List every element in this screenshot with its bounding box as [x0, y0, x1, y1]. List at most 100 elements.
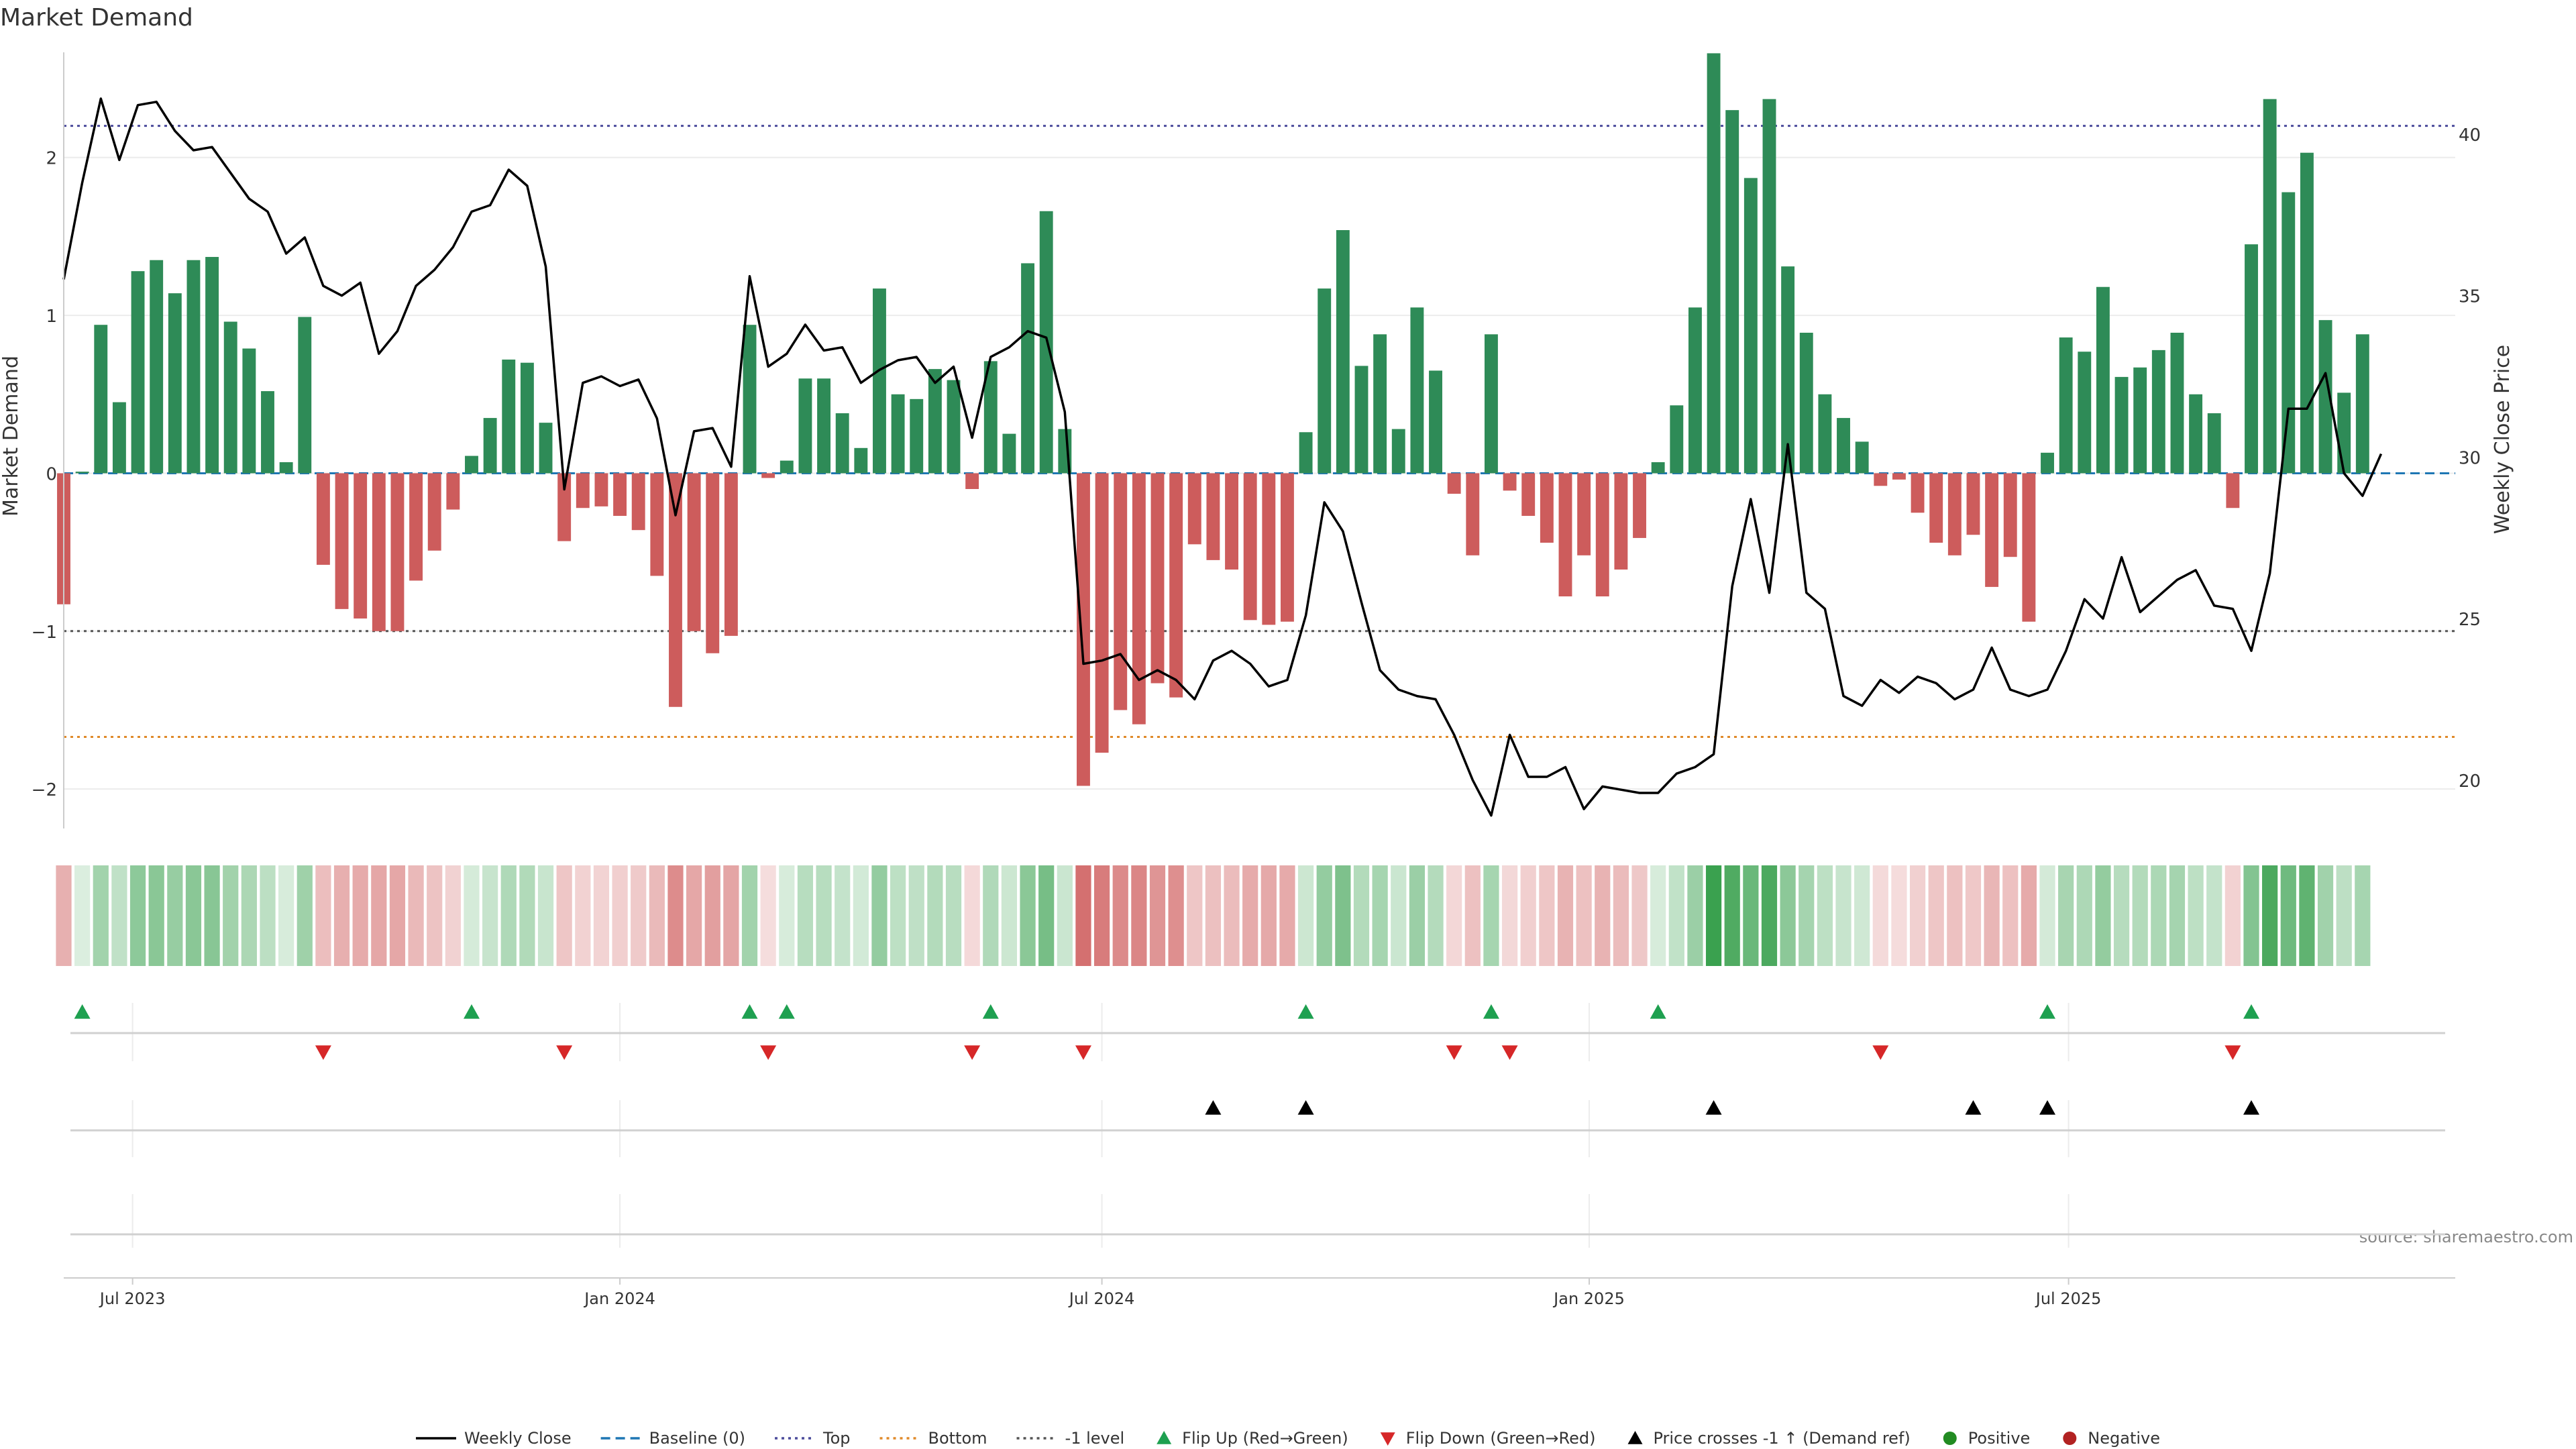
heat-cell [741, 865, 758, 966]
demand-bar [1095, 473, 1109, 753]
flip-up-marker [2243, 1004, 2260, 1019]
heat-cell [1668, 865, 1684, 966]
demand-bar [854, 447, 868, 474]
demand-bar [650, 473, 664, 576]
demand-bar [780, 460, 794, 474]
legend-swatch-circle [2063, 1432, 2077, 1445]
demand-bar [2096, 286, 2110, 474]
price-cross-marker [2039, 1100, 2056, 1115]
demand-heat-strip [56, 865, 2371, 966]
heat-cell [427, 865, 443, 966]
legend-label: Positive [1968, 1429, 2031, 1448]
heat-cell [556, 865, 572, 966]
demand-bar [2189, 394, 2203, 474]
heat-cell [148, 865, 164, 966]
demand-bar [1670, 405, 1684, 474]
heat-cell [1817, 865, 1833, 966]
demand-bar [1558, 473, 1572, 597]
demand-bar [1633, 473, 1646, 538]
demand-bar [1947, 473, 1962, 555]
demand-bar [1725, 110, 1739, 474]
heat-cell [1057, 865, 1073, 966]
demand-bar [594, 473, 608, 506]
heat-cell [2113, 865, 2130, 966]
heat-cell [1483, 865, 1499, 966]
heat-cell [1631, 865, 1648, 966]
legend-label: Baseline (0) [649, 1429, 745, 1448]
heat-cell [1687, 865, 1703, 966]
demand-bar [1262, 473, 1276, 625]
demand-bar [242, 348, 256, 474]
demand-bar [1466, 473, 1480, 555]
heat-cell [2280, 865, 2296, 966]
heat-cell [1316, 865, 1332, 966]
y-axis-left-label: Market Demand [0, 356, 23, 517]
heat-cell [1909, 865, 1926, 966]
demand-bar [279, 462, 293, 474]
demand-bar [743, 325, 757, 474]
price-cross-marker [1965, 1100, 1982, 1115]
heat-cell [2188, 865, 2204, 966]
demand-bar [150, 260, 164, 474]
heat-cell [1595, 865, 1611, 966]
legend-label: Flip Down (Green→Red) [1406, 1429, 1596, 1448]
y-right-tick-label: 30 [2459, 448, 2481, 468]
legend-swatch-circle [1943, 1432, 1957, 1445]
flip-down-marker [1872, 1045, 1889, 1060]
flip-down-marker [1501, 1045, 1518, 1060]
heat-cell [1242, 865, 1258, 966]
y-left-tick-label: 1 [46, 307, 57, 327]
demand-bar [205, 257, 219, 474]
demand-bar [1318, 288, 1332, 474]
axes-layer: −2 −1 0 1 2 20 25 30 35 40 Jul 2023 Jan 2024 Jul 202… [32, 52, 2481, 1308]
demand-bar [1985, 473, 1999, 587]
demand-bar [316, 473, 330, 565]
heat-cell [2002, 865, 2019, 966]
price-cross-marker [1297, 1100, 1314, 1115]
y-right-tick-label: 35 [2459, 287, 2481, 307]
heat-cell [1724, 865, 1740, 966]
heat-cell [1984, 865, 2000, 966]
heat-cell [1093, 865, 1110, 966]
legend-label: Price crosses -1 ↑ (Demand ref) [1653, 1429, 1910, 1448]
heat-cell [1539, 865, 1555, 966]
flip-down-marker [1446, 1045, 1462, 1060]
legend-label: Bottom [928, 1429, 987, 1448]
legend-label: Weekly Close [464, 1429, 572, 1448]
demand-bar [1595, 473, 1609, 597]
demand-bar [1243, 473, 1257, 621]
heat-cell [1705, 865, 1722, 966]
demand-bar [1299, 432, 1313, 474]
heat-cell [352, 865, 368, 966]
demand-bar [1781, 266, 1795, 474]
heat-cell [260, 865, 276, 966]
heat-cell [779, 865, 795, 966]
heat-cell [816, 865, 832, 966]
demand-bar [1614, 473, 1628, 570]
demand-bar [983, 361, 998, 474]
demand-bar [1762, 99, 1776, 474]
heat-cell [927, 865, 943, 966]
heat-cell [1335, 865, 1351, 966]
heat-cell [575, 865, 591, 966]
heat-cell [1112, 865, 1128, 966]
y-axis-right-label: Weekly Close Price [2491, 345, 2514, 534]
demand-bar [1225, 473, 1238, 570]
demand-bar [1540, 473, 1554, 543]
demand-bar [1911, 473, 1925, 513]
heat-cell [1780, 865, 1796, 966]
demand-bar [465, 455, 478, 474]
demand-bar [1818, 394, 1832, 474]
demand-bar [483, 418, 497, 474]
demand-bar [1354, 366, 1368, 474]
heat-cell [1446, 865, 1462, 966]
demand-bar [1281, 473, 1294, 622]
heat-cell [835, 865, 851, 966]
demand-bar [1373, 334, 1387, 474]
heat-cell [667, 865, 684, 966]
heat-cell [2021, 865, 2037, 966]
heat-cell [2355, 865, 2371, 966]
demand-bar [1577, 473, 1591, 555]
demand-bar [2245, 244, 2258, 474]
